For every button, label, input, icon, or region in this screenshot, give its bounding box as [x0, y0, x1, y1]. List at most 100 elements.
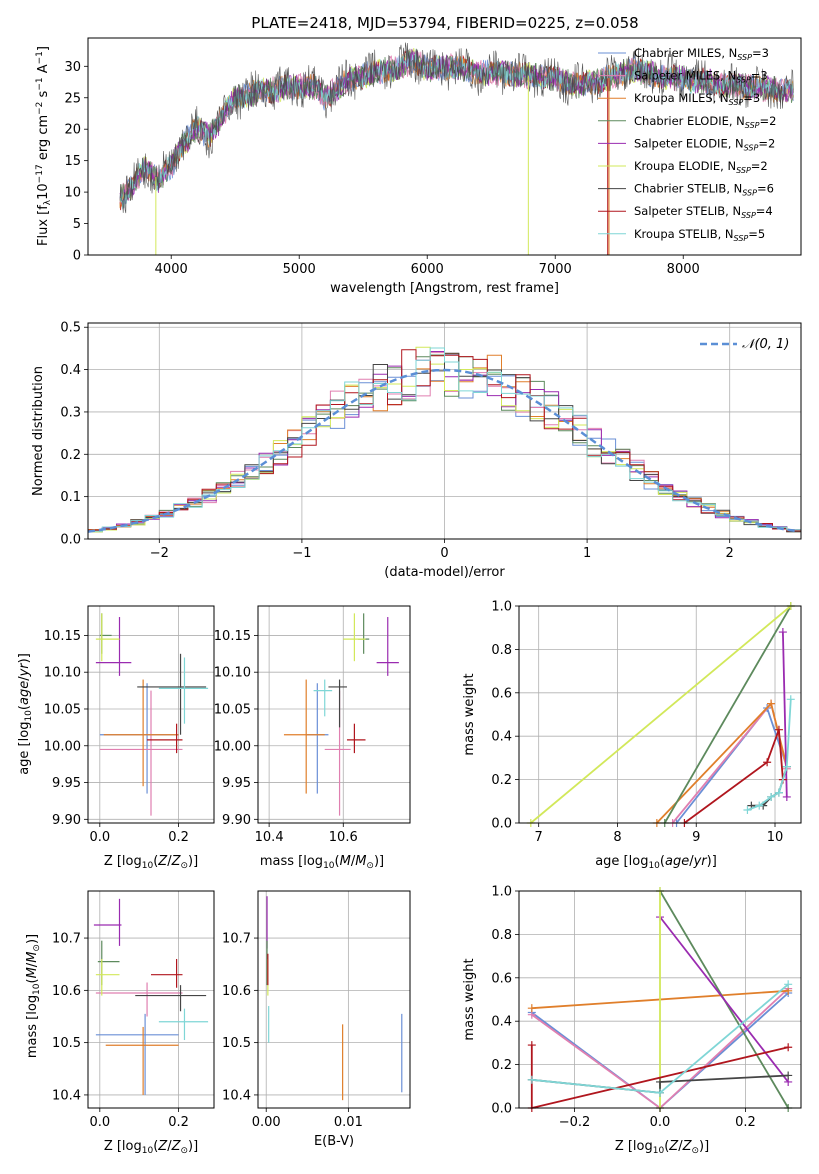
residual-legend: 𝒩(0, 1) — [700, 337, 789, 352]
age-z-errorbars — [95, 613, 209, 816]
weight-marker — [767, 699, 776, 708]
y-tick-label: 10.05 — [214, 702, 251, 717]
mass-ebv-frame — [257, 890, 411, 1109]
mass-ebv-grid — [258, 891, 410, 1108]
y-tick-label: 0.2 — [491, 1058, 512, 1073]
x-tick-label: −1 — [292, 546, 311, 561]
age-z-ticks: 0.0 0.2 9.90 9.95 10.00 10.05 10.10 10.15 — [44, 629, 189, 845]
weight-marker — [527, 1004, 536, 1013]
y-tick-label: 0.0 — [60, 533, 81, 548]
weight-age-ylabel: mass weight — [462, 673, 477, 755]
x-tick-label: 5000 — [283, 262, 316, 277]
weight-marker — [656, 1088, 664, 1097]
spectrum-line-salpeter-elodie — [119, 48, 794, 205]
age-z-grid — [88, 606, 214, 823]
y-tick-label: 10.6 — [52, 984, 81, 999]
y-tick-label: 10.4 — [52, 1088, 81, 1103]
age-vs-metallicity-panel: 0.0 0.2 9.90 9.95 10.00 10.05 10.10 10.15 Z [lo… — [17, 605, 215, 871]
y-tick-label: 9.95 — [52, 776, 81, 791]
x-tick-label: 8 — [613, 830, 621, 845]
errorbar-salpeter-miles — [95, 982, 183, 1017]
weight-marker — [755, 801, 764, 810]
weight-marker — [774, 788, 783, 797]
y-tick-label: 1.0 — [491, 885, 512, 900]
weight-line-chabrier-elodie — [663, 605, 792, 824]
weight-marker — [774, 725, 783, 734]
y-tick-label: 0.5 — [60, 321, 81, 336]
mass-z-frame — [87, 890, 215, 1109]
weight-vs-age-panel: 7 8 9 10 0.0 0.2 0.4 0.6 0.8 1.0 age [log10(age/y… — [462, 600, 802, 871]
weight-vs-metallicity-panel: −0.2 0.0 0.2 0.0 0.2 0.4 0.6 0.8 1.0 Z [log10(Z/… — [462, 885, 802, 1156]
x-tick-label: 10 — [767, 830, 784, 845]
y-tick-label: 0.4 — [491, 1015, 512, 1030]
errorbar-kroupa-elodie — [95, 958, 120, 996]
residual-frame — [87, 322, 802, 540]
y-tick-label: 0.4 — [60, 363, 81, 378]
x-tick-label: 2 — [726, 546, 734, 561]
age-mass-grid — [258, 606, 410, 823]
x-tick-label: −2 — [150, 546, 169, 561]
y-tick-label: 0 — [73, 249, 81, 264]
x-tick-label: 0.00 — [252, 1115, 281, 1130]
legend-entry: Salpeter STELIB, NSSP=4 — [634, 204, 773, 220]
weight-marker — [782, 762, 791, 771]
age-z-frame — [87, 605, 215, 824]
x-tick-label: 0.0 — [89, 830, 110, 845]
errorbar-salpeter-elodie — [93, 898, 122, 946]
errorbar-salpeter-stelib — [151, 958, 183, 988]
y-tick-label: 0.1 — [60, 490, 81, 505]
spectrum-lines — [119, 42, 794, 255]
spectrum-xlabel: wavelength [Angstrom, rest frame] — [330, 281, 559, 296]
x-tick-label: 0 — [440, 546, 448, 561]
errorbar-salpeter-elodie — [376, 617, 399, 676]
legend-entry: Chabrier ELODIE, NSSP=2 — [634, 114, 776, 130]
weight-z-frame — [518, 890, 802, 1109]
errorbar-kroupa-elodie — [95, 613, 120, 662]
x-tick-label: 7000 — [539, 262, 572, 277]
y-tick-label: 0.3 — [60, 405, 81, 420]
x-tick-label: 0.01 — [334, 1115, 363, 1130]
legend-entry: Kroupa ELODIE, NSSP=2 — [634, 159, 768, 175]
x-tick-label: 9 — [692, 830, 700, 845]
errorbar-kroupa-stelib — [158, 657, 209, 724]
spectrum-ticks: 4000 5000 6000 7000 8000 0 5 10 15 20 25 30 — [64, 60, 699, 277]
x-tick-label: 0.2 — [168, 830, 189, 845]
x-tick-label: 10.6 — [329, 830, 358, 845]
y-tick-label: 10.00 — [44, 739, 81, 754]
age-z-xlabel: Z [log10(Z/Z⊙)] — [104, 854, 198, 871]
x-tick-label: 4000 — [155, 262, 188, 277]
x-tick-label: 8000 — [667, 262, 700, 277]
age-mass-xlabel: mass [log10(M/M⊙)] — [260, 854, 384, 871]
weight-marker — [743, 805, 752, 814]
errorbar-salpeter-stelib — [147, 723, 183, 754]
y-tick-label: 0.4 — [491, 730, 512, 745]
weight-line-kroupa-stelib — [747, 699, 792, 811]
weight-z-xlabel: Z [log10(Z/Z⊙)] — [615, 1139, 709, 1156]
y-tick-label: 10.15 — [44, 629, 81, 644]
errorbar-salpeter-elodie — [95, 617, 132, 676]
spectrum-line-chabrier-stelib — [119, 42, 794, 214]
weight-marker — [527, 1075, 536, 1084]
age-z-ylabel: age [log10(age/yr)] — [17, 653, 34, 775]
weight-age-lines — [526, 602, 795, 827]
y-tick-label: 10.7 — [52, 932, 81, 947]
residual-xlabel: (data-model)/error — [384, 565, 505, 580]
y-tick-label: 10 — [64, 186, 81, 201]
legend-entry: Salpeter MILES, NSSP=3 — [634, 69, 768, 85]
errorbar-chabrier-stelib — [328, 679, 347, 728]
age-mass-frame — [257, 605, 411, 824]
figure-title: PLATE=2418, MJD=53794, FIBERID=0225, z=0… — [251, 14, 638, 32]
mass-ebv-xlabel: E(B-V) — [314, 1134, 354, 1149]
weight-marker — [527, 1041, 536, 1050]
mass-z-xlabel: Z [log10(Z/Z⊙)] — [104, 1139, 198, 1156]
legend-entry: Chabrier STELIB, NSSP=6 — [634, 182, 774, 198]
legend-entry: Salpeter ELODIE, NSSP=2 — [634, 136, 775, 152]
mass-z-ylabel: mass [log10(M/M⊙)] — [25, 934, 42, 1058]
y-tick-label: 10.10 — [214, 666, 251, 681]
mass-ebv-errorbars — [266, 896, 403, 1101]
weight-marker — [767, 792, 776, 801]
y-tick-label: 10.5 — [222, 1036, 251, 1051]
y-tick-label: 20 — [64, 123, 81, 138]
weight-age-ticks: 7 8 9 10 0.0 0.2 0.4 0.6 0.8 1.0 — [491, 600, 783, 846]
